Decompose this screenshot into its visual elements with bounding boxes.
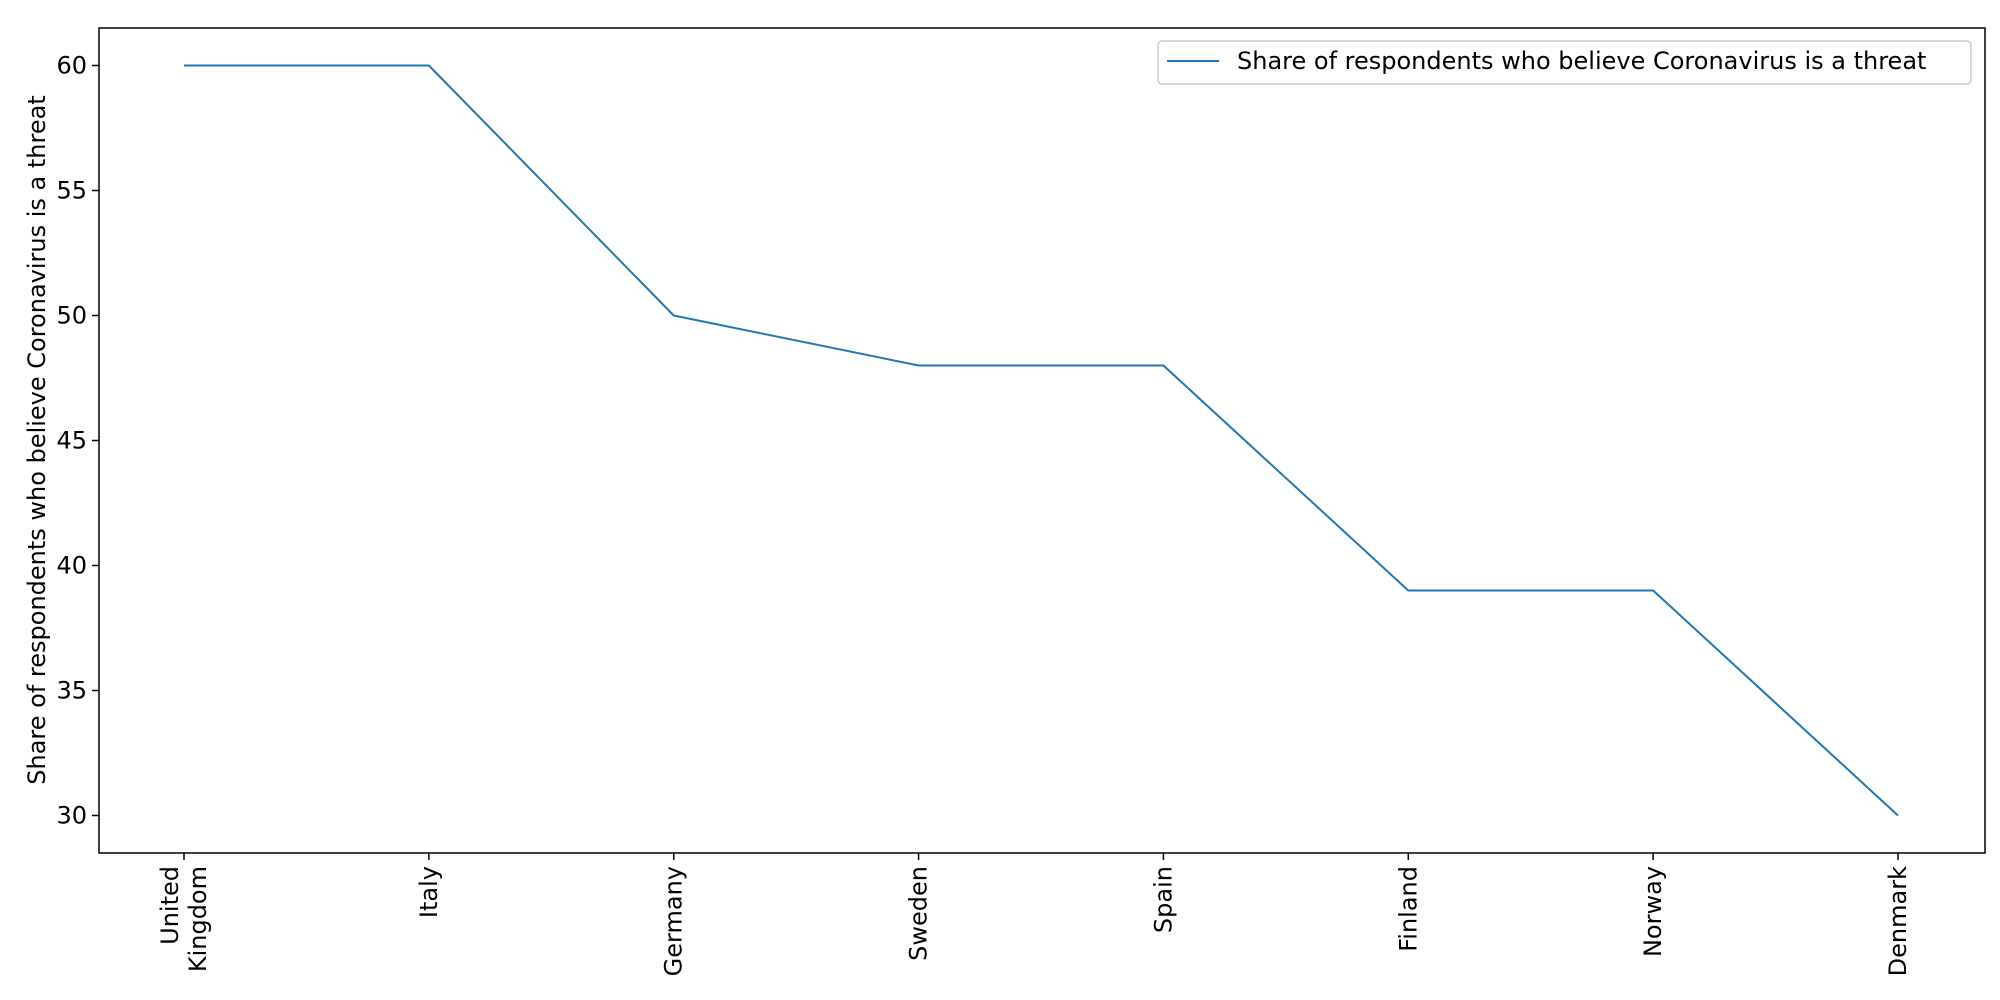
x-tick-label: Italy bbox=[415, 866, 443, 918]
series-line bbox=[184, 64, 1899, 817]
x-tick-label: Norway bbox=[1639, 866, 1667, 957]
series-group bbox=[184, 64, 1899, 817]
plot-area bbox=[98, 27, 1986, 854]
y-tick-label: 55 bbox=[56, 177, 87, 205]
x-tick-label: Denmark bbox=[1884, 866, 1912, 976]
y-tick-label: 60 bbox=[56, 52, 87, 80]
y-tick-label: 35 bbox=[56, 677, 87, 705]
y-axis-ticks: 30 35 40 45 50 55 60 bbox=[56, 52, 99, 830]
x-axis-ticks: UnitedKingdom Italy Germany Sweden Spain Finl… bbox=[156, 853, 1912, 976]
legend: Share of respondents who believe Coronav… bbox=[1157, 40, 1972, 85]
x-tick-label: Germany bbox=[660, 866, 688, 976]
legend-label: Share of respondents who believe Coronav… bbox=[1237, 47, 1926, 75]
x-tick-label: Spain bbox=[1149, 866, 1177, 933]
y-tick-label: 40 bbox=[56, 552, 87, 580]
y-tick-label: 50 bbox=[56, 302, 87, 330]
y-tick-label: 30 bbox=[56, 802, 87, 830]
x-tick-label: Finland bbox=[1394, 866, 1422, 952]
legend-box bbox=[1157, 40, 1972, 85]
y-axis-label: Share of respondents who believe Coronav… bbox=[23, 95, 51, 784]
x-tick-label: Sweden bbox=[905, 866, 933, 961]
x-tick-label: UnitedKingdom bbox=[156, 866, 212, 972]
y-tick-label: 45 bbox=[56, 427, 87, 455]
